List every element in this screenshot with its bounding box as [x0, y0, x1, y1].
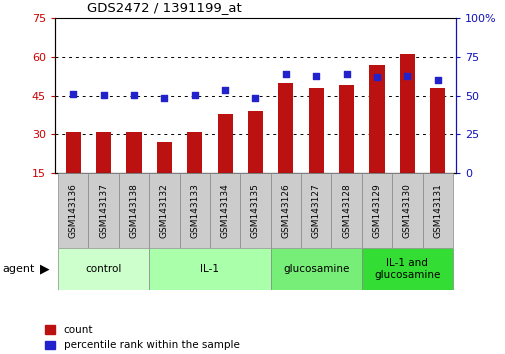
Bar — [308, 88, 323, 173]
FancyBboxPatch shape — [58, 173, 88, 248]
Point — [221, 87, 229, 93]
Text: GSM143133: GSM143133 — [190, 183, 199, 238]
FancyBboxPatch shape — [58, 248, 149, 290]
Bar — [66, 132, 81, 173]
Text: GSM143136: GSM143136 — [69, 183, 78, 238]
FancyBboxPatch shape — [270, 173, 300, 248]
Point — [281, 71, 289, 76]
Bar — [157, 142, 172, 173]
FancyBboxPatch shape — [88, 173, 119, 248]
Point — [130, 92, 138, 98]
FancyBboxPatch shape — [300, 173, 331, 248]
Text: ▶: ▶ — [40, 263, 50, 275]
Bar — [369, 64, 384, 173]
Point — [160, 95, 168, 101]
Text: GSM143129: GSM143129 — [372, 183, 381, 238]
Point — [312, 73, 320, 79]
Text: control: control — [85, 264, 122, 274]
Point — [69, 91, 77, 97]
Bar — [96, 132, 111, 173]
Text: GSM143137: GSM143137 — [99, 183, 108, 238]
Text: GSM143128: GSM143128 — [341, 183, 350, 238]
Text: GSM143134: GSM143134 — [220, 183, 229, 238]
Legend: count, percentile rank within the sample: count, percentile rank within the sample — [45, 325, 239, 350]
Bar — [429, 88, 444, 173]
Point — [402, 73, 411, 79]
Point — [99, 92, 108, 98]
Point — [372, 75, 380, 80]
Text: IL-1: IL-1 — [200, 264, 219, 274]
Bar — [126, 132, 141, 173]
Bar — [247, 111, 263, 173]
Text: IL-1 and
glucosamine: IL-1 and glucosamine — [374, 258, 440, 280]
Point — [433, 77, 441, 83]
FancyBboxPatch shape — [149, 248, 270, 290]
FancyBboxPatch shape — [361, 173, 391, 248]
FancyBboxPatch shape — [270, 248, 361, 290]
Point — [190, 92, 198, 98]
Text: agent: agent — [3, 264, 35, 274]
Bar — [399, 54, 414, 173]
Text: GSM143138: GSM143138 — [129, 183, 138, 238]
Text: GSM143127: GSM143127 — [311, 183, 320, 238]
FancyBboxPatch shape — [240, 173, 270, 248]
Bar — [217, 114, 232, 173]
FancyBboxPatch shape — [149, 173, 179, 248]
Text: GSM143126: GSM143126 — [281, 183, 290, 238]
Bar — [187, 132, 202, 173]
Point — [251, 95, 259, 101]
FancyBboxPatch shape — [119, 173, 149, 248]
FancyBboxPatch shape — [331, 173, 361, 248]
FancyBboxPatch shape — [179, 173, 210, 248]
Point — [342, 71, 350, 76]
Bar — [278, 82, 293, 173]
Text: GSM143130: GSM143130 — [402, 183, 411, 238]
FancyBboxPatch shape — [210, 173, 240, 248]
FancyBboxPatch shape — [361, 248, 452, 290]
Text: GSM143135: GSM143135 — [250, 183, 260, 238]
FancyBboxPatch shape — [391, 173, 422, 248]
FancyBboxPatch shape — [422, 173, 452, 248]
Text: glucosamine: glucosamine — [282, 264, 349, 274]
Text: GDS2472 / 1391199_at: GDS2472 / 1391199_at — [87, 1, 241, 15]
Text: GSM143131: GSM143131 — [432, 183, 441, 238]
Bar — [338, 85, 354, 173]
Text: GSM143132: GSM143132 — [160, 183, 169, 238]
